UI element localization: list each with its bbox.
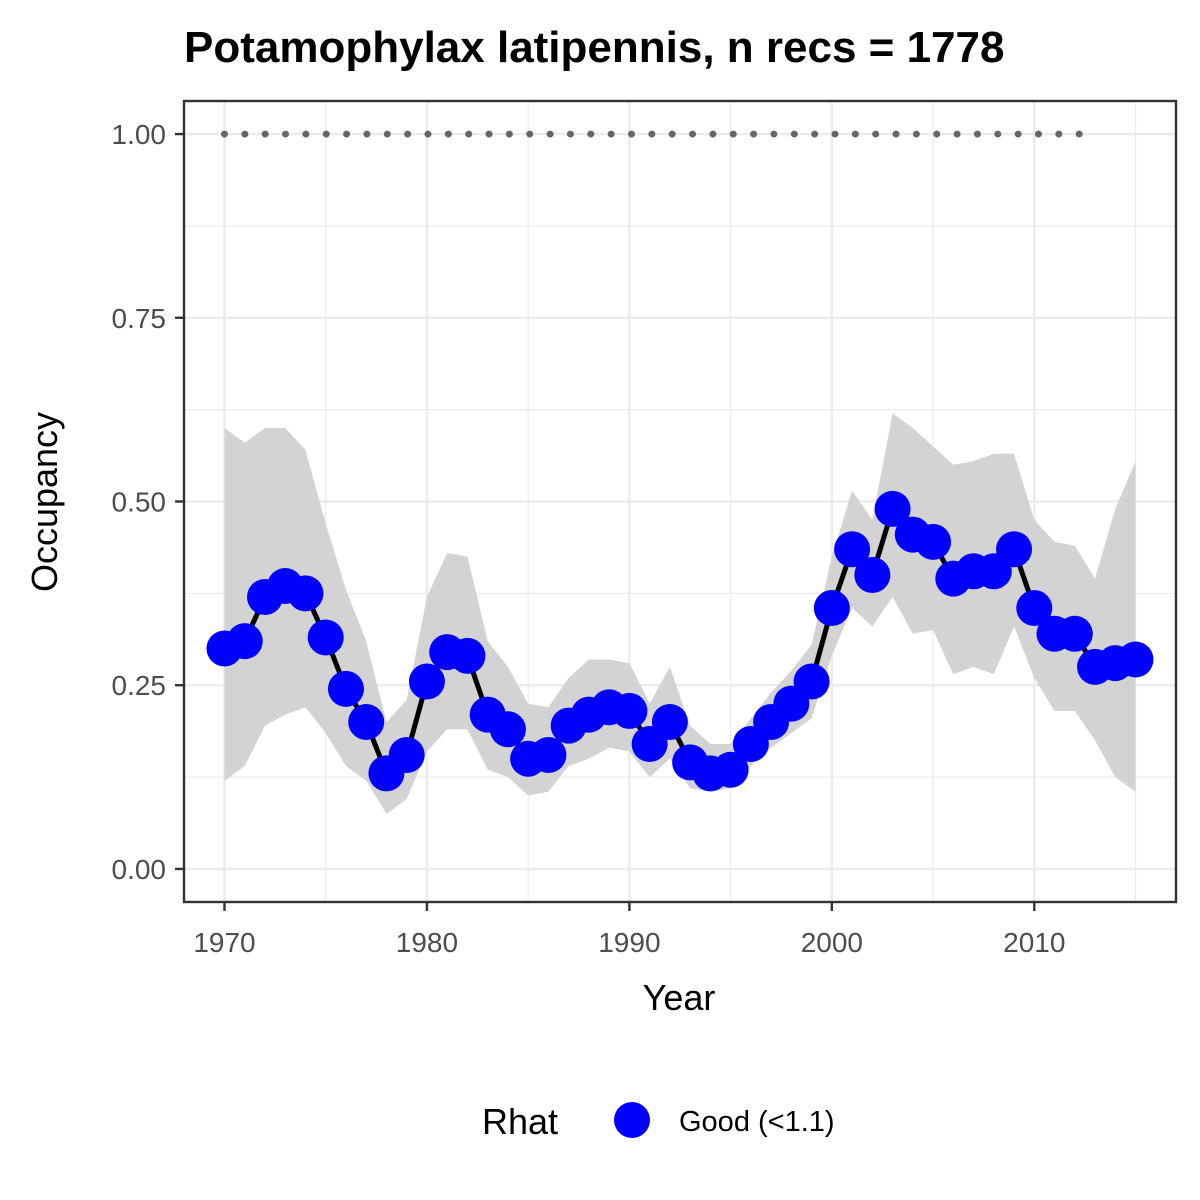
data-point	[388, 737, 425, 774]
data-point	[834, 531, 871, 568]
data-point	[915, 523, 952, 560]
data-point	[530, 737, 567, 774]
data-point	[1117, 641, 1154, 678]
data-point	[996, 531, 1033, 568]
y-tick-label: 1.00	[112, 119, 167, 150]
data-point	[226, 623, 263, 660]
x-tick-label: 1980	[396, 927, 458, 958]
legend: Rhat Good (<1.1)	[482, 1101, 835, 1142]
data-point	[1016, 590, 1053, 627]
legend-label-good: Good (<1.1)	[679, 1106, 835, 1138]
y-tick-label: 0.25	[112, 670, 167, 701]
y-tick-label: 0.00	[112, 854, 167, 885]
x-tick-label: 1970	[193, 927, 255, 958]
y-axis: 0.00 0.25 0.50 0.75 1.00	[112, 119, 184, 885]
legend-title: Rhat	[482, 1101, 558, 1142]
data-point	[408, 663, 445, 700]
plot-panel	[182, 99, 1178, 904]
x-axis: 1970 1980 1990 2000 2010	[193, 902, 1065, 958]
x-tick-label: 2000	[801, 927, 863, 958]
data-point	[874, 490, 911, 527]
legend-key-good	[614, 1102, 650, 1138]
y-tick-label: 0.75	[112, 303, 167, 334]
data-point	[307, 619, 344, 656]
data-point	[793, 663, 830, 700]
y-axis-title: Occupancy	[24, 412, 65, 592]
data-point	[651, 703, 688, 740]
data-point	[449, 637, 486, 674]
data-point	[348, 703, 385, 740]
x-axis-title: Year	[643, 977, 716, 1018]
x-tick-label: 1990	[598, 927, 660, 958]
data-point	[327, 670, 364, 707]
data-point	[712, 751, 749, 788]
data-point	[813, 590, 850, 627]
x-tick-label: 2010	[1003, 927, 1065, 958]
data-point	[287, 575, 324, 612]
data-point	[1056, 615, 1093, 652]
data-point	[854, 556, 891, 593]
y-tick-label: 0.50	[112, 487, 167, 518]
data-point	[611, 692, 648, 729]
chart-title: Potamophylax latipennis, n recs = 1778	[184, 23, 1004, 72]
data-point	[489, 711, 526, 748]
